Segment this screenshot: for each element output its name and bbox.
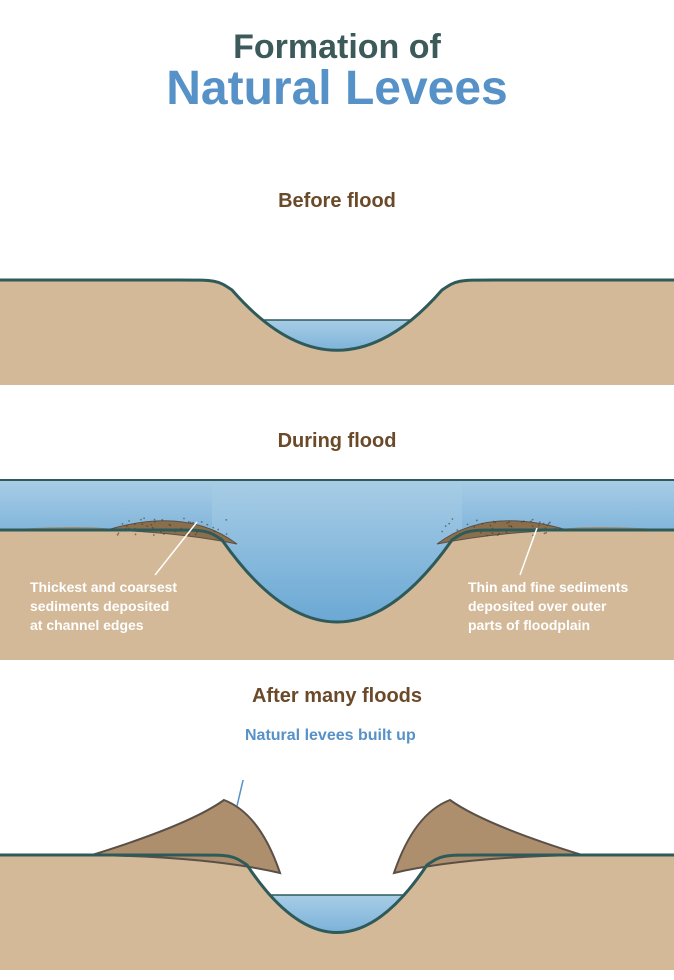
stage-label-before: Before flood <box>0 190 674 213</box>
annotation-left: Thickest and coarsest sediments deposite… <box>30 578 177 635</box>
annotation-left-l1: Thickest and coarsest <box>30 579 177 595</box>
annotation-left-l3: at channel edges <box>30 617 144 633</box>
annotation-right: Thin and fine sediments deposited over o… <box>468 578 628 635</box>
annotation-right-l2: deposited over outer <box>468 598 606 614</box>
title-block: Formation of Natural Levees <box>0 0 674 116</box>
annotation-right-l1: Thin and fine sediments <box>468 579 628 595</box>
panel-after <box>0 780 674 970</box>
diagram-before <box>0 225 674 385</box>
panel-before <box>0 225 674 385</box>
annotation-right-l3: parts of floodplain <box>468 617 590 633</box>
panel-during: Thickest and coarsest sediments deposite… <box>0 460 674 660</box>
stage-label-after: After many floods <box>0 685 674 708</box>
title-line2: Natural Levees <box>0 61 674 116</box>
annotation-left-l2: sediments deposited <box>30 598 169 614</box>
stage-label-during: During flood <box>0 430 674 453</box>
annotation-levee: Natural levees built up <box>245 725 416 747</box>
diagram-after <box>0 780 674 970</box>
